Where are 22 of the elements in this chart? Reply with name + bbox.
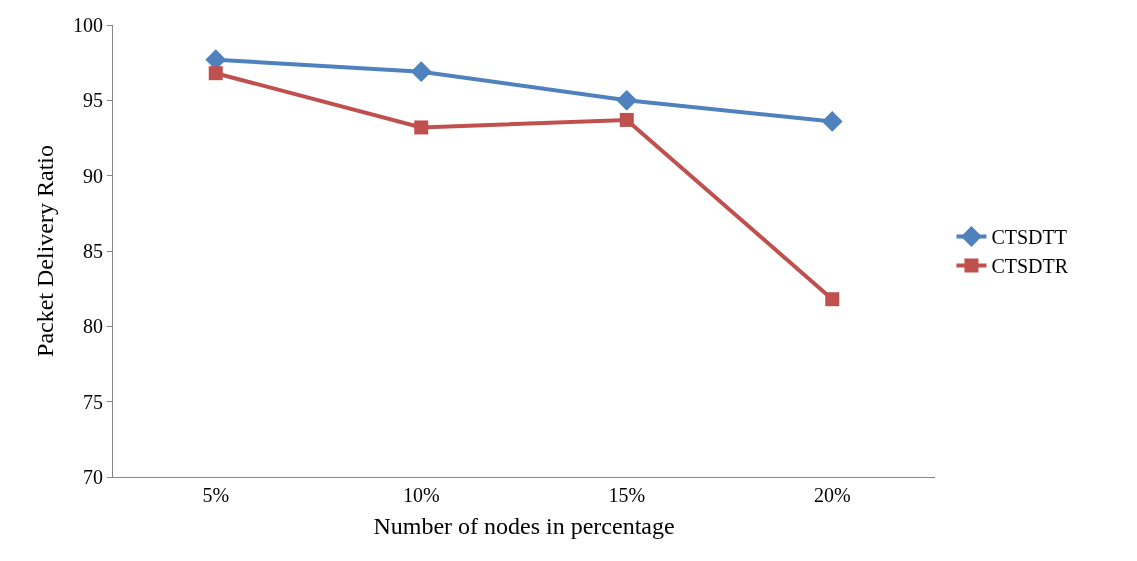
y-tick-label: 75 (83, 390, 103, 413)
x-tick-label: 10% (402, 484, 440, 506)
x-tick-label: 5% (202, 484, 230, 506)
point (619, 112, 634, 127)
x-axis-title: Number of nodes in percentage (373, 513, 675, 540)
legend-label: CTSDTR (991, 255, 1069, 278)
x-tick-label: 15% (608, 484, 646, 506)
y-tick-label: 100 (73, 14, 103, 36)
y-tick-label: 90 (83, 164, 103, 187)
point (616, 89, 638, 111)
point (410, 61, 432, 83)
legend-label: CTSDTT (991, 226, 1067, 249)
point (208, 66, 223, 81)
x-tick-label: 20% (813, 484, 851, 506)
y-tick-label: 95 (83, 89, 103, 112)
point (414, 120, 429, 135)
y-tick-label: 85 (83, 240, 103, 262)
y-axis-title: Packet Delivery Ratio (32, 145, 59, 357)
point (825, 292, 840, 307)
y-tick-label: 70 (83, 466, 103, 488)
point (821, 111, 843, 132)
y-tick-label: 80 (83, 315, 103, 338)
